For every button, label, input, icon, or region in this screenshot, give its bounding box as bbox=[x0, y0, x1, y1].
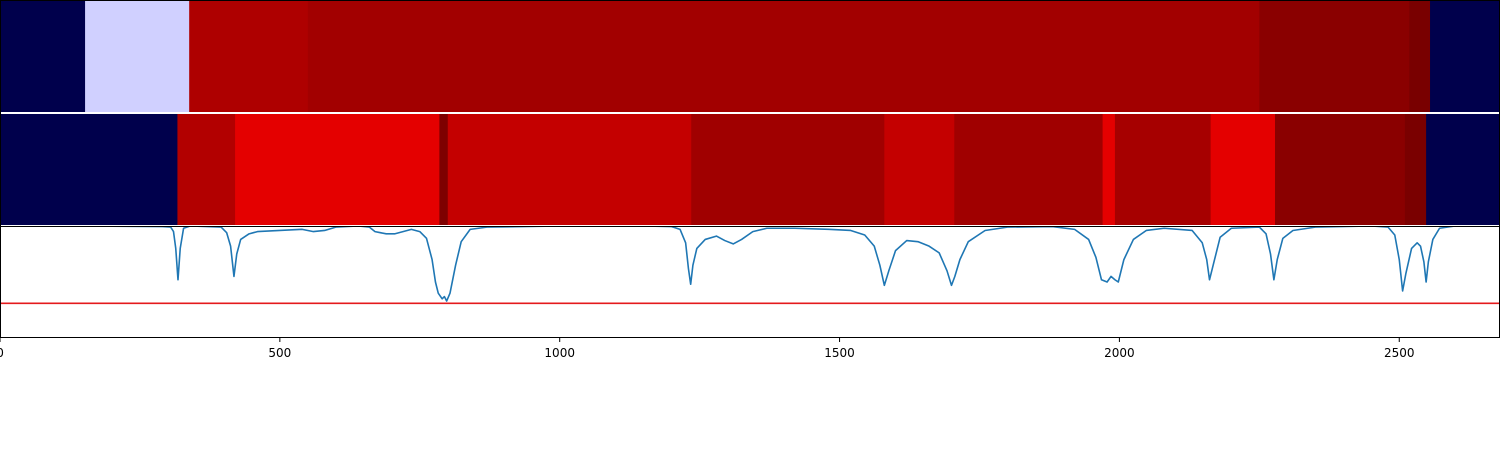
heatmap-cell-2-13 bbox=[1426, 113, 1500, 226]
heatmap-cell-2-8 bbox=[1102, 113, 1116, 226]
heatmap-cell-1-2 bbox=[189, 0, 309, 113]
heatmap-cell-2-4 bbox=[447, 113, 692, 226]
heatmap-cell-2-11 bbox=[1275, 113, 1406, 226]
middle-heatmap-band bbox=[0, 113, 1500, 226]
x-axis: 0 500 1000 1500 2000 2500 bbox=[0, 338, 1415, 360]
top-heatmap-band bbox=[0, 0, 1500, 113]
x-tick-label-4: 2000 bbox=[1104, 346, 1135, 360]
x-tick-label-1: 500 bbox=[268, 346, 291, 360]
heatmap-cell-1-5 bbox=[1409, 0, 1431, 113]
signal-line-panel bbox=[0, 225, 1500, 305]
heatmap-cell-1-3 bbox=[307, 0, 1260, 113]
heatmap-cell-2-7 bbox=[954, 113, 1104, 226]
heatmap-cell-2-3 bbox=[439, 113, 449, 226]
heatmap-cell-1-0 bbox=[0, 0, 86, 113]
heatmap-cell-2-1 bbox=[177, 113, 236, 226]
heatmap-cell-2-2 bbox=[235, 113, 440, 226]
signal-series-line-0 bbox=[78, 225, 1500, 302]
heatmap-cell-2-9 bbox=[1114, 113, 1212, 226]
panel-frame-3 bbox=[0, 226, 1500, 338]
heatmap-cell-2-6 bbox=[884, 113, 955, 226]
x-tick-label-2: 1000 bbox=[544, 346, 575, 360]
x-tick-label-3: 1500 bbox=[824, 346, 855, 360]
x-tick-label-0: 0 bbox=[0, 346, 4, 360]
heatmap-cell-2-10 bbox=[1210, 113, 1276, 226]
heatmap-cell-1-1 bbox=[85, 0, 190, 113]
heatmap-cell-2-0 bbox=[0, 113, 179, 226]
x-tick-label-5: 2500 bbox=[1384, 346, 1415, 360]
heatmap-cell-2-12 bbox=[1404, 113, 1427, 226]
heatmap-cell-1-4 bbox=[1259, 0, 1410, 113]
heatmap-cell-1-6 bbox=[1430, 0, 1500, 113]
heatmap-cell-2-5 bbox=[691, 113, 885, 226]
